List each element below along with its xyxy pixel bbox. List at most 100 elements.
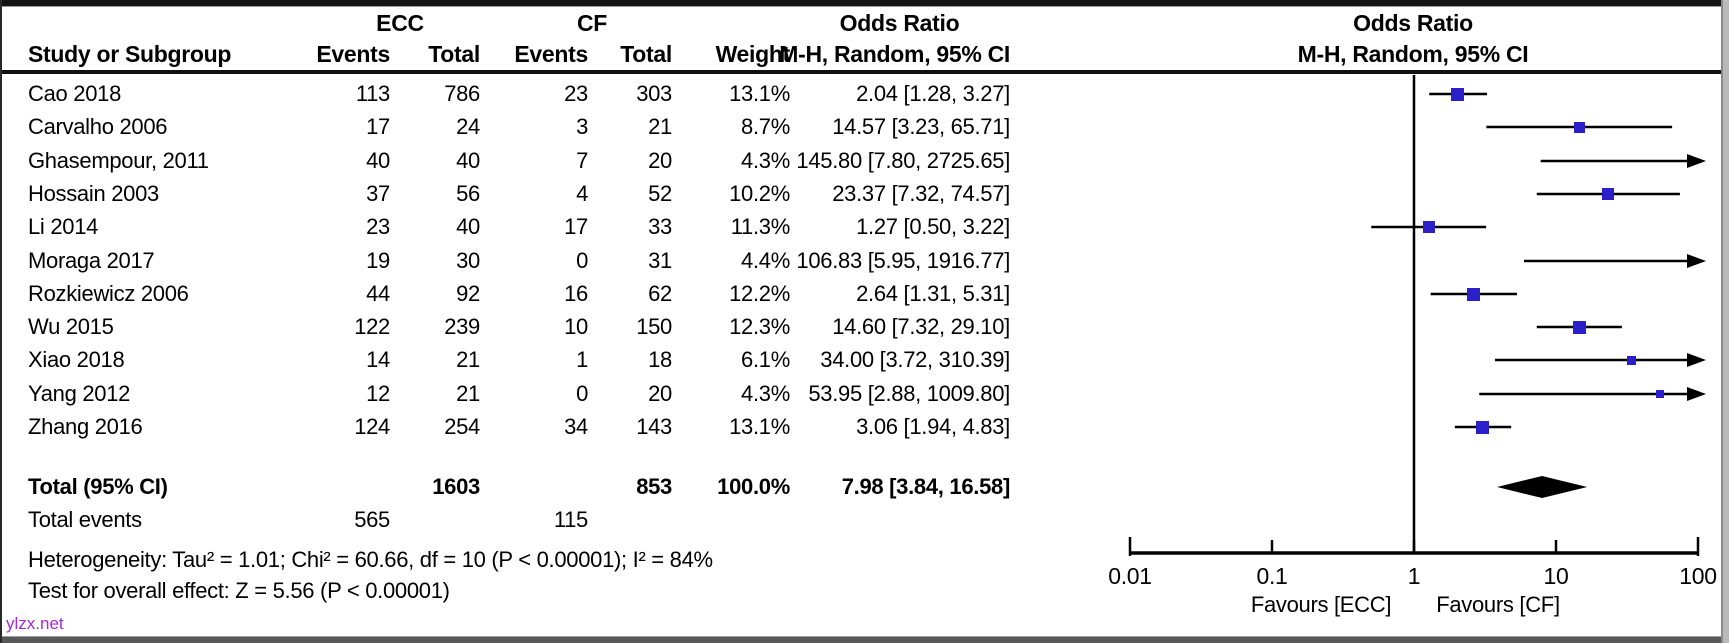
heterogeneity-text: Heterogeneity: Tau² = 1.01; Chi² = 60.66… — [28, 547, 713, 572]
cell-n1: 786 — [444, 81, 480, 106]
cell-weight: 10.2% — [729, 181, 790, 206]
cell-e1: 37 — [366, 181, 390, 206]
cell-e1: 12 — [366, 381, 390, 406]
cell-e1: 23 — [366, 214, 390, 239]
cell-study: Carvalho 2006 — [28, 114, 168, 139]
frame-top-border — [0, 0, 1729, 7]
cell-e2: 17 — [564, 214, 588, 239]
cell-n2: 52 — [648, 181, 672, 206]
cell-study: Li 2014 — [28, 214, 99, 239]
table-row: Ghasempour, 2011 40 40 7 20 4.3% 145.80 [7.80,… — [0, 146, 1729, 176]
frame-right-border — [1721, 0, 1729, 643]
cell-n1: 239 — [444, 314, 480, 339]
table-row: Yang 2012 12 21 0 20 4.3% 53.95 [2.88, 1009.80… — [0, 379, 1729, 409]
cell-ci: 14.57 [3.23, 65.71] — [832, 114, 1010, 139]
cell-e2: 23 — [564, 81, 588, 106]
cell-e1: 40 — [366, 148, 390, 173]
total-events-ecc: 565 — [354, 507, 390, 532]
cell-n1: 21 — [456, 381, 480, 406]
ci-overflow-arrow-icon — [1687, 387, 1706, 401]
total-cf-n: 853 — [636, 474, 672, 499]
ecc-events-header: Events — [316, 41, 390, 67]
favours-right-label: Favours [CF] — [1436, 592, 1560, 617]
cell-study: Moraga 2017 — [28, 248, 155, 273]
favours-left-label: Favours [ECC] — [1251, 592, 1391, 617]
group-header-ecc: ECC — [376, 10, 424, 36]
cell-weight: 4.4% — [741, 248, 790, 273]
cell-ci: 1.27 [0.50, 3.22] — [856, 214, 1010, 239]
cell-e2: 7 — [576, 148, 588, 173]
or-point-square — [1656, 390, 1664, 398]
or-point-square — [1423, 221, 1435, 233]
cell-study: Xiao 2018 — [28, 347, 125, 372]
table-row: Hossain 2003 37 56 4 52 10.2% 23.37 [7.32, 74.… — [0, 179, 1729, 209]
cell-weight: 11.3% — [730, 214, 791, 239]
table-row: Wu 2015 122 239 10 150 12.3% 14.60 [7.32, 29.1… — [0, 312, 1729, 342]
cell-e2: 1 — [576, 347, 588, 372]
cell-ci: 145.80 [7.80, 2725.65] — [796, 148, 1010, 173]
table-row: Rozkiewicz 2006 44 92 16 62 12.2% 2.64 [1.31, … — [0, 279, 1729, 309]
overall-effect-text: Test for overall effect: Z = 5.56 (P < 0… — [28, 578, 450, 603]
cell-ci: 106.83 [5.95, 1916.77] — [796, 248, 1010, 273]
axis-tick-label: 1 — [1408, 563, 1421, 589]
cell-study: Ghasempour, 2011 — [28, 148, 209, 173]
cell-n1: 254 — [444, 414, 480, 439]
cell-e1: 124 — [354, 414, 390, 439]
or-point-square — [1476, 421, 1489, 434]
axis-tick-label: 0.01 — [1108, 563, 1152, 589]
cell-study: Hossain 2003 — [28, 181, 159, 206]
cell-ci: 53.95 [2.88, 1009.80] — [808, 381, 1010, 406]
cell-e1: 122 — [354, 314, 390, 339]
cell-n1: 24 — [456, 114, 480, 139]
total-label: Total (95% CI) — [28, 474, 168, 499]
cell-n1: 40 — [456, 148, 480, 173]
table-row: Carvalho 2006 17 24 3 21 8.7% 14.57 [3.23, 65.… — [0, 112, 1729, 142]
total-events-cf: 115 — [553, 507, 588, 532]
axis-tick-label: 0.1 — [1256, 563, 1287, 589]
cell-n2: 20 — [648, 148, 672, 173]
ci-method-header-right: M-H, Random, 95% CI — [1297, 41, 1529, 67]
or-point-square — [1467, 288, 1480, 301]
cell-study: Wu 2015 — [28, 314, 114, 339]
total-events-row: Total events 565 115 — [0, 505, 1729, 535]
total-events-label: Total events — [28, 507, 142, 532]
total-ecc-n: 1603 — [432, 474, 480, 499]
cell-e1: 113 — [355, 81, 390, 106]
cell-ci: 23.37 [7.32, 74.57] — [832, 181, 1010, 206]
table-row: Moraga 2017 19 30 0 31 4.4% 106.83 [5.95, 1916… — [0, 246, 1729, 276]
watermark-text: ylzx.net — [6, 614, 64, 633]
odds-ratio-title-right: Odds Ratio — [1353, 10, 1473, 36]
cell-ci: 2.64 [1.31, 5.31] — [856, 281, 1010, 306]
cell-e2: 16 — [564, 281, 588, 306]
cell-e2: 3 — [576, 114, 588, 139]
cell-e2: 10 — [564, 314, 588, 339]
cell-study: Cao 2018 — [28, 81, 122, 106]
cell-ci: 3.06 [1.94, 4.83] — [856, 414, 1010, 439]
cell-weight: 13.1% — [729, 81, 790, 106]
odds-ratio-title-left: Odds Ratio — [839, 10, 960, 36]
frame-bottom-border — [0, 636, 1729, 643]
cell-n2: 21 — [648, 114, 672, 139]
or-point-square — [1573, 321, 1586, 334]
cell-weight: 4.3% — [741, 148, 790, 173]
cell-e1: 19 — [366, 248, 390, 273]
or-point-square — [1602, 188, 1614, 200]
cell-n2: 62 — [648, 281, 672, 306]
cell-weight: 4.3% — [741, 381, 790, 406]
cell-n2: 150 — [636, 314, 672, 339]
cell-n1: 56 — [456, 181, 480, 206]
ci-method-header-left: M-H, Random, 95% CI — [779, 41, 1010, 67]
cell-n2: 143 — [636, 414, 672, 439]
or-point-square — [1627, 356, 1636, 365]
cell-e2: 4 — [576, 181, 588, 206]
ci-overflow-arrow-icon — [1687, 154, 1706, 168]
table-row: Zhang 2016 124 254 34 143 13.1% 3.06 [1.94, 4.… — [0, 412, 1729, 442]
cell-weight: 8.7% — [741, 114, 790, 139]
summary-diamond — [1496, 476, 1588, 498]
cell-n1: 40 — [456, 214, 480, 239]
cell-n2: 303 — [636, 81, 672, 106]
cell-e2: 0 — [576, 248, 588, 273]
cell-weight: 13.1% — [729, 414, 790, 439]
